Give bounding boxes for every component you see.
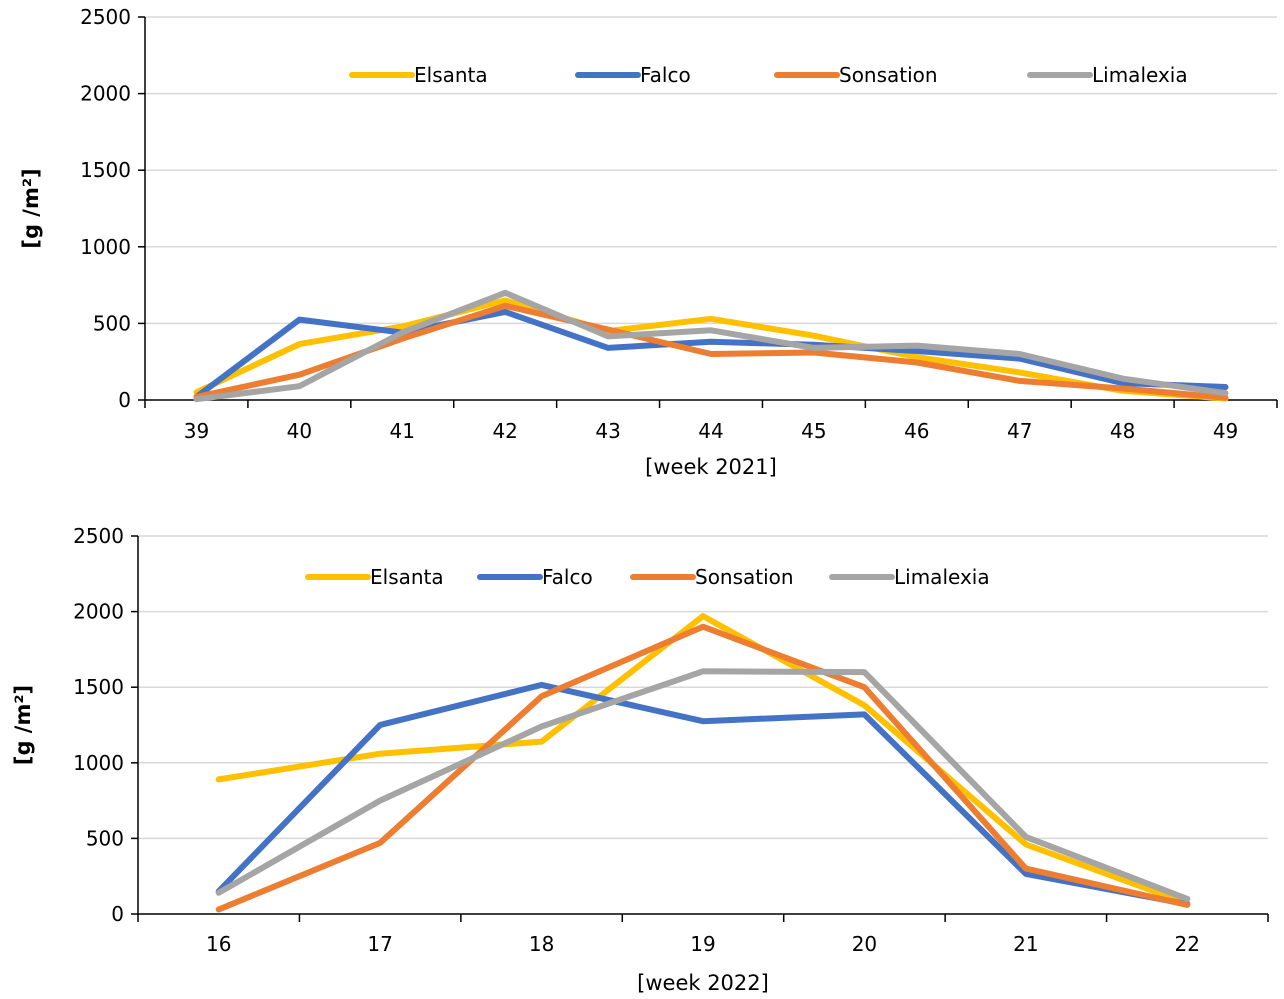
legend-label-elsanta: Elsanta (414, 63, 488, 87)
x-tick-label: 46 (904, 419, 929, 443)
series-line-sonsation (215, 623, 1191, 913)
chart-1: 0 500 1000 1500 2000 2500 39 40 41 42 43 44 45 46 47 48… (19, 5, 1278, 479)
y-tick-label: 2500 (73, 524, 124, 548)
y-tick-label: 500 (93, 311, 131, 335)
legend-label-falco: Falco (542, 565, 593, 589)
x-tick-label: 16 (206, 932, 231, 956)
x-tick-label: 19 (690, 932, 715, 956)
legend-label-falco: Falco (640, 63, 691, 87)
x-tick-label: 45 (801, 419, 826, 443)
series-line-elsanta (193, 297, 1229, 402)
legend: Elsanta Falco Sonsation Limalexia (305, 565, 990, 589)
x-tick-label: 21 (1013, 932, 1038, 956)
series-line-falco (193, 308, 1229, 400)
legend-label-elsanta: Elsanta (370, 565, 444, 589)
y-tick-label: 0 (111, 902, 124, 926)
y-tick-label: 1500 (73, 675, 124, 699)
y-tick-label: 2000 (80, 82, 131, 106)
series-line-limalexia (215, 668, 1191, 902)
x-tick-label: 18 (529, 932, 554, 956)
legend: Elsanta Falco Sonsation Limalexia (349, 63, 1188, 87)
y-tick-label: 1500 (80, 158, 131, 182)
y-tick-label: 1000 (80, 235, 131, 259)
x-tick-label: 39 (184, 419, 209, 443)
y-tick-label: 1000 (73, 751, 124, 775)
chart-2: 0 500 1000 1500 2000 2500 16 17 18 19 20 21 22 [week … (11, 524, 1269, 995)
legend-label-limalexia: Limalexia (1092, 63, 1188, 87)
x-tick-label: 20 (852, 932, 877, 956)
x-tick-label: 42 (492, 419, 517, 443)
legend-label-limalexia: Limalexia (894, 565, 990, 589)
x-tick-label: 43 (595, 419, 620, 443)
x-tick-label: 47 (1007, 419, 1032, 443)
x-tick-label: 41 (390, 419, 415, 443)
legend-label-sonsation: Sonsation (695, 565, 794, 589)
y-tick-label: 2500 (80, 5, 131, 29)
x-axis-title: [week 2022] (637, 971, 769, 995)
series-line-falco (215, 681, 1191, 908)
x-axis-title: [week 2021] (645, 455, 777, 479)
y-axis-title: [g /m²] (19, 168, 43, 248)
legend-label-sonsation: Sonsation (839, 63, 938, 87)
x-tick-label: 22 (1175, 932, 1200, 956)
x-tick-label: 48 (1110, 419, 1135, 443)
series-line-limalexia (193, 289, 1229, 403)
x-tick-label: 17 (367, 932, 392, 956)
x-tick-label: 49 (1213, 419, 1238, 443)
x-tick-label: 44 (698, 419, 723, 443)
x-tick-label: 40 (287, 419, 312, 443)
y-tick-label: 500 (86, 826, 124, 850)
y-tick-label: 0 (118, 388, 131, 412)
y-axis-title: [g /m²] (11, 685, 35, 765)
y-tick-label: 2000 (73, 600, 124, 624)
series-line-elsanta (215, 613, 1191, 907)
